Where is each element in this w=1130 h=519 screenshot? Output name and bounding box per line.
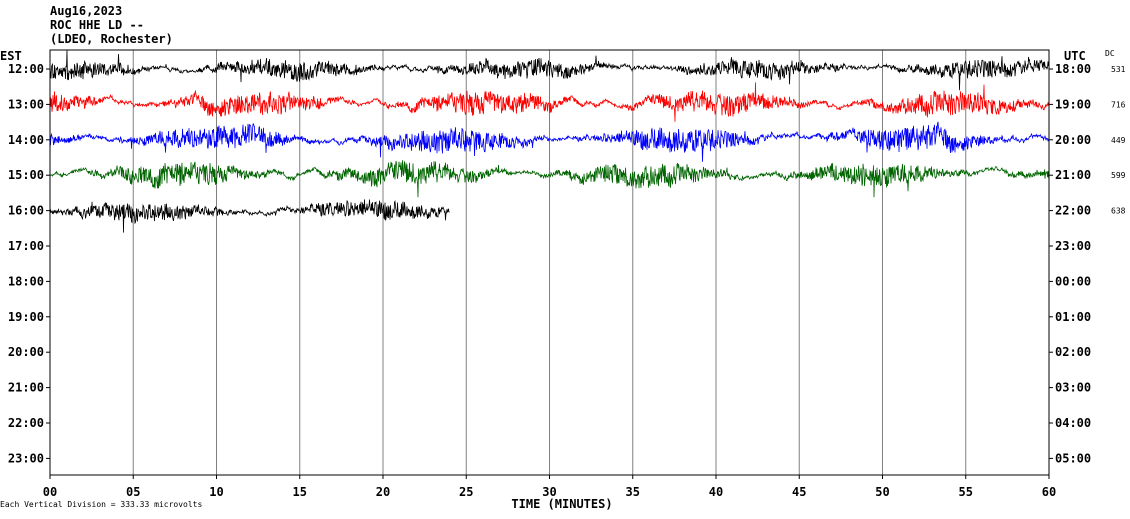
left-tick-label: 16:00 [8, 204, 44, 218]
x-tick-label: 35 [626, 485, 640, 499]
right-axis-title: UTC [1064, 49, 1086, 63]
date-label: Aug16,2023 [50, 4, 123, 18]
x-tick-label: 45 [792, 485, 806, 499]
dc-offset-value: 449 [1111, 136, 1126, 145]
right-tick-label: 04:00 [1055, 416, 1091, 430]
x-tick-label: 55 [959, 485, 973, 499]
x-tick-label: 30 [542, 485, 556, 499]
left-tick-label: 15:00 [8, 168, 44, 182]
dc-title: DC [1105, 49, 1115, 58]
trace-hour-1200 [49, 50, 1050, 91]
dc-offset-value: 638 [1111, 207, 1126, 216]
right-tick-label: 21:00 [1055, 168, 1091, 182]
right-tick-label: 05:00 [1055, 451, 1091, 465]
left-tick-label: 23:00 [8, 451, 44, 465]
trace-hour-1400 [49, 121, 1050, 162]
right-tick-label: 00:00 [1055, 274, 1091, 288]
left-tick-label: 12:00 [8, 62, 44, 76]
trace-hour-1600 [49, 199, 450, 233]
x-tick-label: 20 [376, 485, 390, 499]
x-tick-label: 00 [43, 485, 57, 499]
x-tick-label: 40 [709, 485, 723, 499]
right-tick-label: 02:00 [1055, 345, 1091, 359]
x-tick-label: 25 [459, 485, 473, 499]
right-tick-label: 19:00 [1055, 97, 1091, 111]
right-tick-label: 01:00 [1055, 310, 1091, 324]
right-tick-label: 20:00 [1055, 133, 1091, 147]
station-label: ROC HHE LD -- [50, 18, 144, 32]
left-tick-label: 17:00 [8, 239, 44, 253]
x-tick-label: 60 [1042, 485, 1056, 499]
left-tick-label: 18:00 [8, 274, 44, 288]
x-tick-label: 15 [293, 485, 307, 499]
right-tick-label: 23:00 [1055, 239, 1091, 253]
left-tick-label: 22:00 [8, 416, 44, 430]
dc-offset-value: 531 [1111, 65, 1126, 74]
trace-hour-1300 [49, 82, 1050, 122]
x-axis-label: TIME (MINUTES) [511, 497, 612, 511]
scale-note: Each Vertical Division = 333.33 microvol… [0, 500, 203, 509]
left-tick-label: 20:00 [8, 345, 44, 359]
right-tick-label: 18:00 [1055, 62, 1091, 76]
left-tick-label: 14:00 [8, 133, 44, 147]
left-tick-label: 21:00 [8, 381, 44, 395]
left-tick-label: 13:00 [8, 97, 44, 111]
trace-hour-1500 [49, 160, 1050, 198]
dc-offset-value: 716 [1111, 100, 1126, 109]
right-tick-label: 22:00 [1055, 204, 1091, 218]
dc-offset-value: 599 [1111, 171, 1126, 180]
x-tick-label: 05 [126, 485, 140, 499]
x-tick-label: 50 [875, 485, 889, 499]
location-label: (LDEO, Rochester) [50, 32, 173, 46]
x-tick-label: 10 [209, 485, 223, 499]
left-tick-label: 19:00 [8, 310, 44, 324]
right-tick-label: 03:00 [1055, 381, 1091, 395]
left-axis-title: EST [0, 49, 22, 63]
